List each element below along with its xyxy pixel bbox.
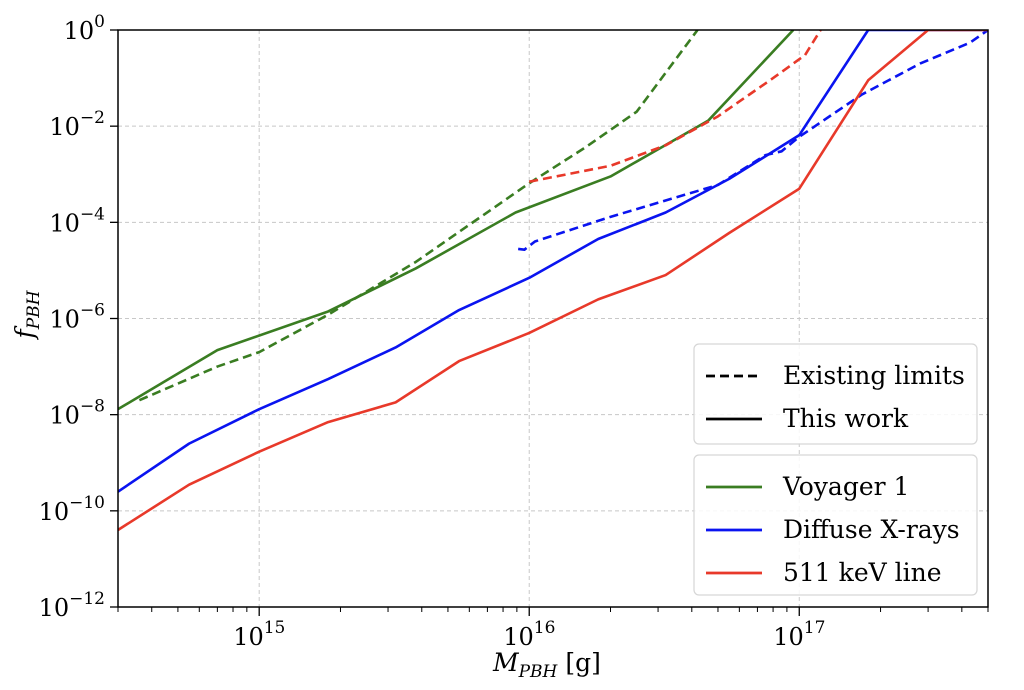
y-tick-label: 100: [64, 12, 105, 45]
y-tick-label: 10−6: [49, 301, 105, 334]
y-tick-label: 10−4: [49, 204, 105, 237]
legend-colors-frame: [693, 454, 978, 596]
y-tick-label: 10−8: [49, 397, 105, 430]
legend-label-voyager-1: Voyager 1: [782, 472, 909, 501]
series-line-diffuse-x-rays-existing: [518, 30, 988, 251]
legend-style: Existing limits This work: [693, 343, 978, 445]
legend-label-511-kev-line: 511 keV line: [783, 558, 942, 587]
axis-titles: MPBH [g] fPBH: [10, 289, 601, 682]
x-tick-label: 1015: [233, 618, 285, 651]
series-line-511-kev-line-existing: [528, 30, 822, 183]
x-tick-label: 1017: [773, 618, 825, 651]
x-ticks: 1015 1016 1017: [117, 607, 989, 651]
series-line-voyager-1-this-work: [118, 30, 795, 411]
series-line-diffuse-x-rays-this-work: [118, 30, 988, 493]
y-tick-label: 10−2: [49, 108, 105, 141]
legend-style-frame: [693, 343, 978, 445]
series-line-voyager-1-existing: [138, 30, 699, 402]
y-tick-label: 10−12: [39, 589, 105, 622]
x-tick-label: 1016: [503, 618, 555, 651]
x-axis-title: MPBH [g]: [492, 648, 601, 682]
series-layer: [118, 30, 988, 532]
legend-colors: Voyager 1 Diffuse X-rays 511 keV line: [693, 454, 978, 596]
y-ticks: 100 10−2 10−4 10−6 10−8 10−10 10−12: [39, 12, 118, 622]
legend-label-this-work: This work: [783, 404, 909, 433]
y-tick-label: 10−10: [39, 493, 105, 526]
legend: Existing limits This work Voyager 1 Diffuse…: [693, 343, 978, 596]
series-line-511-kev-line-this-work: [118, 30, 988, 532]
legend-label-diffuse-x-rays: Diffuse X-rays: [783, 515, 960, 544]
y-axis-title: fPBH: [10, 289, 44, 340]
legend-label-existing-limits: Existing limits: [783, 361, 965, 390]
